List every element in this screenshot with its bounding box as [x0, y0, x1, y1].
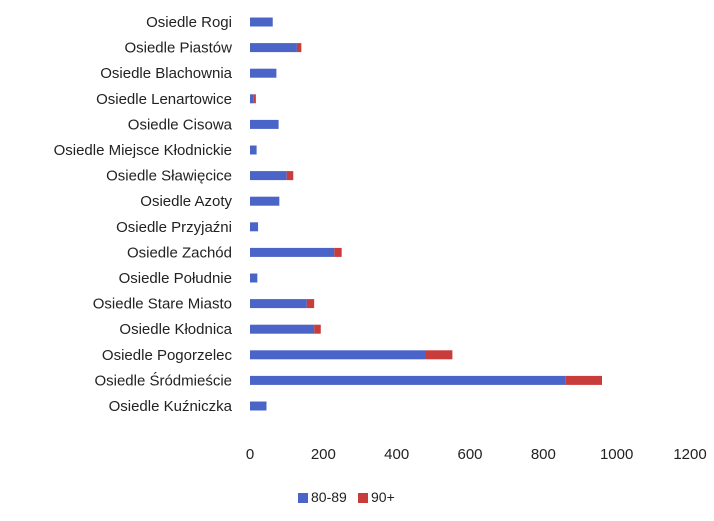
x-tick-label: 1000 [600, 446, 633, 463]
legend: 80-89 90+ [298, 489, 395, 505]
bar-80-89 [250, 222, 259, 232]
bar-90plus [314, 324, 321, 334]
category-label: Osiedle Śródmieście [94, 371, 232, 389]
x-tick-label: 600 [457, 446, 482, 463]
x-tick-label: 400 [384, 446, 409, 463]
category-label: Osiedle Rogi [146, 14, 232, 31]
bar-80-89 [250, 273, 258, 283]
bar-80-89 [250, 68, 277, 78]
bar-80-89 [250, 43, 297, 53]
bar-80-89 [250, 145, 257, 155]
bar-80-89 [250, 401, 267, 411]
category-label: Osiedle Kłodnica [119, 321, 232, 338]
bar-90plus [426, 350, 453, 360]
x-axis-ticks: 0 200 400 600 800 1000 1200 [246, 446, 707, 463]
bar-90plus [565, 375, 602, 385]
x-tick-label: 800 [531, 446, 556, 463]
category-label: Osiedle Zachód [127, 244, 232, 261]
bar-90plus [306, 299, 315, 309]
bar-80-89 [250, 299, 307, 309]
x-tick-label: 200 [311, 446, 336, 463]
category-label: Osiedle Azoty [140, 193, 232, 210]
category-label: Osiedle Piastów [124, 40, 232, 57]
category-label: Osiedle Przyjaźni [116, 219, 232, 236]
bar-80-89 [250, 17, 273, 27]
legend-label-90plus: 90+ [371, 489, 395, 505]
bar-80-89 [250, 119, 279, 129]
bar-80-89 [250, 94, 254, 104]
category-label: Osiedle Południe [119, 270, 232, 287]
legend-swatch-80-89 [298, 493, 308, 503]
category-label: Osiedle Lenartowice [96, 91, 232, 108]
bar-80-89 [250, 196, 280, 206]
category-label: Osiedle Sławięcice [106, 168, 232, 185]
legend-label-80-89: 80-89 [311, 489, 347, 505]
bar-80-89 [250, 324, 315, 334]
bar-80-89 [250, 171, 287, 181]
bar-80-89 [250, 247, 335, 257]
bar-80-89 [250, 350, 426, 360]
x-tick-label: 1200 [673, 446, 706, 463]
category-label: Osiedle Pogorzelec [102, 347, 233, 364]
bar-90plus [296, 43, 302, 53]
category-label: Osiedle Miejsce Kłodnickie [54, 142, 232, 159]
category-label: Osiedle Cisowa [128, 116, 233, 133]
bar-90plus [253, 94, 256, 104]
category-label: Osiedle Stare Miasto [93, 296, 232, 313]
category-label: Osiedle Kuźniczka [109, 398, 233, 415]
bar-80-89 [250, 375, 566, 385]
bar-90plus [334, 247, 342, 257]
x-tick-label: 0 [246, 446, 254, 463]
category-label: Osiedle Blachownia [100, 65, 232, 82]
legend-swatch-90plus [358, 493, 368, 503]
category-labels: Osiedle Rogi Osiedle Piastów Osiedle Blach… [54, 14, 233, 415]
bar-90plus [286, 171, 294, 181]
bars-group [250, 17, 602, 411]
